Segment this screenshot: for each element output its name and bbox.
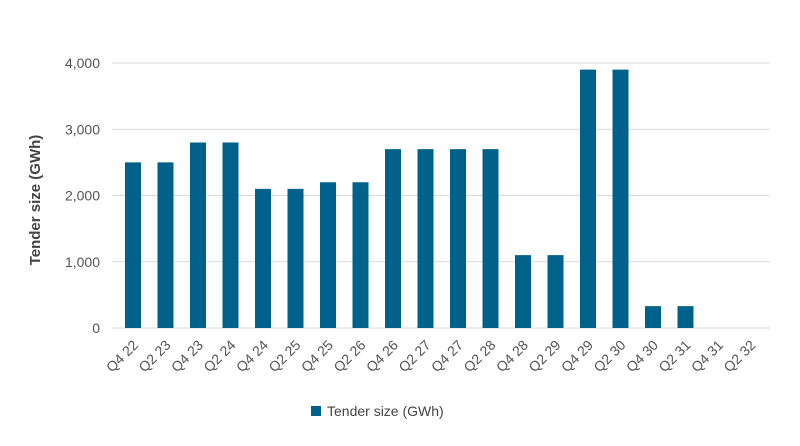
y-axis-label: Tender size (GWh): [27, 135, 44, 266]
bar: [320, 182, 336, 328]
gridlines: [112, 62, 770, 329]
x-tick-label: Q2 25: [265, 337, 303, 375]
x-tick-label: Q2 28: [460, 337, 498, 375]
y-tick-label: 3,000: [65, 121, 100, 137]
legend-swatch: [311, 406, 321, 416]
x-tick-label: Q4 26: [363, 337, 401, 375]
x-tick-label: Q2 30: [590, 337, 628, 375]
x-tick-label: Q4 23: [168, 337, 206, 375]
x-tick-label: Q4 22: [103, 337, 141, 375]
x-tick-label: Q2 29: [525, 337, 563, 375]
bar: [190, 142, 206, 328]
x-tick-label: Q2 27: [395, 337, 433, 375]
y-tick-label: 4,000: [65, 55, 100, 71]
bar: [417, 149, 434, 328]
y-tick-label: 0: [92, 320, 100, 336]
bar: [352, 182, 369, 328]
bar: [580, 69, 596, 328]
bar: [645, 306, 661, 328]
x-tick-label: Q4 25: [298, 337, 336, 375]
x-tick-label: Q4 27: [428, 337, 466, 375]
x-tick-label: Q4 28: [493, 337, 531, 375]
bar: [222, 142, 239, 328]
x-tick-label: Q2 31: [655, 337, 693, 375]
bar: [612, 69, 629, 328]
bar: [157, 162, 174, 328]
x-tick-label: Q2 26: [330, 337, 368, 375]
x-tick-label: Q4 31: [688, 337, 726, 375]
y-axis-ticks: 0 1,000 2,000 3,000 4,000: [65, 55, 100, 336]
x-tick-label: Q2 23: [135, 337, 173, 375]
x-tick-label: Q4 30: [623, 337, 661, 375]
bar: [255, 188, 271, 328]
legend-label: Tender size (GWh): [327, 403, 444, 419]
bar: [450, 149, 466, 328]
x-tick-label: Q4 29: [558, 337, 596, 375]
bar: [287, 188, 304, 328]
legend: Tender size (GWh): [311, 403, 444, 419]
x-tick-label: Q2 32: [720, 337, 758, 375]
bars: [125, 69, 694, 328]
bar: [515, 255, 531, 328]
bar: [482, 149, 499, 328]
bar: [677, 306, 694, 328]
bar: [385, 149, 401, 328]
x-tick-label: Q2 24: [200, 337, 238, 375]
bar: [125, 162, 141, 328]
x-tick-label: Q4 24: [233, 337, 271, 375]
y-tick-label: 1,000: [65, 254, 100, 270]
bar: [547, 255, 564, 328]
y-tick-label: 2,000: [65, 188, 100, 204]
